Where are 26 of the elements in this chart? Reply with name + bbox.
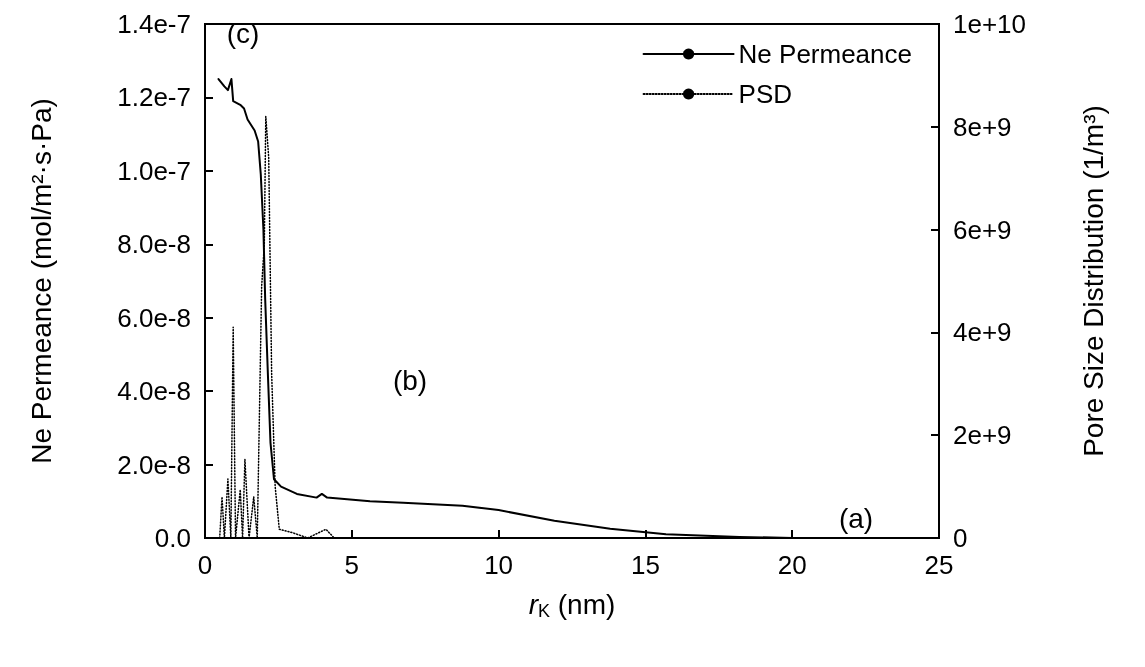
y-tick-label: 8.0e-8	[117, 229, 191, 260]
y2-tick-label: 2e+9	[953, 420, 1012, 451]
y-tick-label: 2.0e-8	[117, 449, 191, 480]
y-tick-label: 0.0	[154, 523, 191, 553]
y-axis-title: Ne Permeance (mol/m²·s·Pa)	[25, 98, 57, 464]
y-tick-label: 6.0e-8	[117, 302, 191, 333]
legend-label: PSD	[738, 79, 793, 109]
y-tick-label: 1.0e-7	[117, 155, 191, 186]
legend-label: Ne Permeance	[738, 39, 912, 69]
y-tick-label: 4.0e-8	[117, 376, 191, 407]
y2-tick-label: 8e+9	[953, 111, 1012, 142]
x-tick-label: 25	[924, 550, 954, 580]
y2-tick-label: 0	[953, 523, 968, 553]
x-tick-label: 20	[777, 550, 807, 580]
y2-axis-title: Pore Size Distribution (1/m³)	[1077, 105, 1109, 457]
y2-tick-label: 6e+9	[953, 214, 1012, 245]
x-tick-label: 15	[630, 550, 660, 580]
x-tick-label: 10	[484, 550, 514, 580]
annotation: (b)	[392, 364, 428, 396]
x-tick-label: 0	[197, 550, 213, 580]
annotation: (a)	[838, 502, 874, 534]
y-tick-label: 1.2e-7	[117, 82, 191, 113]
y2-tick-label: 1e+10	[953, 9, 1027, 39]
y2-tick-label: 4e+9	[953, 317, 1012, 348]
y-tick-label: 1.4e-7	[117, 9, 191, 39]
x-tick-label: 5	[344, 550, 360, 580]
